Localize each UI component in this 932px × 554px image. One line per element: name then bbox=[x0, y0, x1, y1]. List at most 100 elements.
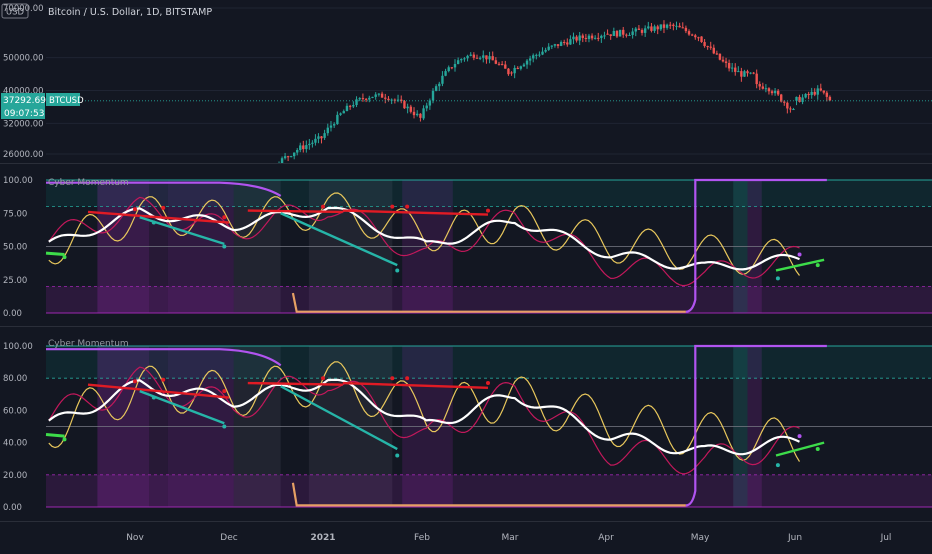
candle-body bbox=[469, 54, 472, 56]
candle bbox=[662, 20, 666, 34]
candle bbox=[317, 133, 320, 144]
candle-body bbox=[798, 96, 801, 102]
signal-marker bbox=[222, 389, 227, 394]
candle-body bbox=[737, 71, 740, 73]
candle-body bbox=[647, 26, 650, 29]
candle-body bbox=[510, 72, 513, 74]
time-tick-label: Feb bbox=[414, 533, 430, 543]
candle bbox=[743, 69, 746, 77]
oversold-zone bbox=[46, 286, 932, 313]
candle-body bbox=[466, 55, 469, 59]
candle-body bbox=[752, 72, 755, 74]
candle-body bbox=[724, 61, 728, 63]
candle-body bbox=[718, 53, 722, 60]
candle bbox=[374, 92, 377, 100]
time-axis[interactable]: Nov Dec 2021 Feb Mar Apr May Jun Jul bbox=[0, 521, 932, 544]
momentum-tick-label: 60.00 bbox=[3, 406, 27, 416]
candle bbox=[640, 28, 644, 36]
candle-body bbox=[485, 55, 488, 60]
candle bbox=[767, 87, 771, 95]
candle-body bbox=[374, 94, 377, 97]
candle-body bbox=[323, 133, 326, 138]
candle bbox=[770, 89, 774, 96]
candle-body bbox=[770, 91, 774, 94]
trend-line bbox=[247, 381, 343, 386]
candle bbox=[606, 29, 609, 35]
candle bbox=[665, 23, 669, 30]
signal-marker bbox=[405, 376, 410, 381]
candle bbox=[400, 95, 403, 104]
signal-marker bbox=[775, 276, 780, 281]
candle-body bbox=[776, 90, 780, 95]
candle-body bbox=[606, 33, 609, 35]
signal-marker bbox=[405, 204, 410, 209]
candle bbox=[706, 45, 709, 50]
candle-body bbox=[532, 55, 535, 59]
candle-body bbox=[556, 44, 560, 46]
candle bbox=[761, 82, 765, 90]
candle-body bbox=[675, 25, 678, 27]
candle-body bbox=[326, 127, 329, 134]
candle-body bbox=[422, 108, 425, 119]
candle bbox=[419, 113, 422, 122]
candle-body bbox=[283, 156, 287, 159]
candle bbox=[584, 33, 588, 42]
symbol-badge-label: BTCUSD bbox=[49, 96, 84, 106]
candle-body bbox=[547, 46, 550, 50]
candle-body bbox=[653, 26, 656, 31]
signal-marker bbox=[486, 381, 490, 386]
candle-body bbox=[339, 113, 342, 115]
candle bbox=[425, 102, 428, 112]
candle bbox=[556, 44, 560, 49]
candle-body bbox=[472, 54, 476, 58]
candle bbox=[456, 57, 460, 65]
candle bbox=[336, 111, 339, 125]
candle bbox=[718, 53, 722, 61]
candle-body bbox=[746, 71, 749, 74]
candle-body bbox=[764, 88, 768, 90]
time-tick-label: Dec bbox=[220, 533, 237, 543]
candle-body bbox=[478, 57, 482, 59]
candle bbox=[690, 33, 694, 37]
candle-body bbox=[773, 90, 777, 94]
symbol-legend: USD Bitcoin / U.S. Dollar, 1D, BITSTAMP bbox=[1, 3, 212, 19]
signal-marker bbox=[390, 376, 395, 381]
candle-body bbox=[380, 93, 384, 98]
candle bbox=[789, 106, 792, 113]
candle bbox=[819, 83, 822, 92]
candle-body bbox=[311, 142, 314, 144]
candle bbox=[681, 22, 684, 29]
candle-body bbox=[669, 24, 672, 26]
candle bbox=[494, 57, 498, 65]
candle-body bbox=[296, 150, 299, 153]
candle bbox=[703, 39, 706, 48]
candle-body bbox=[584, 37, 588, 39]
candle bbox=[637, 25, 641, 31]
momentum-line bbox=[48, 378, 800, 456]
candle bbox=[305, 140, 308, 153]
candle bbox=[339, 112, 342, 116]
indicator-title: Cyber Momentum bbox=[48, 339, 129, 349]
candle-body bbox=[302, 145, 305, 150]
candle-body bbox=[590, 35, 594, 39]
candle-body bbox=[721, 59, 725, 62]
candle bbox=[590, 33, 594, 41]
candle bbox=[813, 88, 816, 97]
candle bbox=[522, 62, 526, 67]
candle bbox=[675, 21, 678, 30]
signal-marker bbox=[151, 220, 156, 225]
currency-badge[interactable] bbox=[1, 3, 29, 19]
candle-body bbox=[700, 36, 703, 43]
candle bbox=[326, 123, 329, 136]
candle-body bbox=[743, 71, 746, 77]
signal-marker bbox=[321, 204, 325, 209]
candle-body bbox=[740, 71, 743, 77]
candle bbox=[755, 69, 758, 89]
trend-line bbox=[342, 209, 489, 216]
time-tick-label: Jul bbox=[880, 533, 892, 543]
candle-body bbox=[308, 143, 311, 146]
candle-body bbox=[819, 88, 822, 91]
candle-body bbox=[780, 94, 783, 102]
signal-marker bbox=[62, 437, 67, 442]
candle bbox=[541, 47, 544, 56]
